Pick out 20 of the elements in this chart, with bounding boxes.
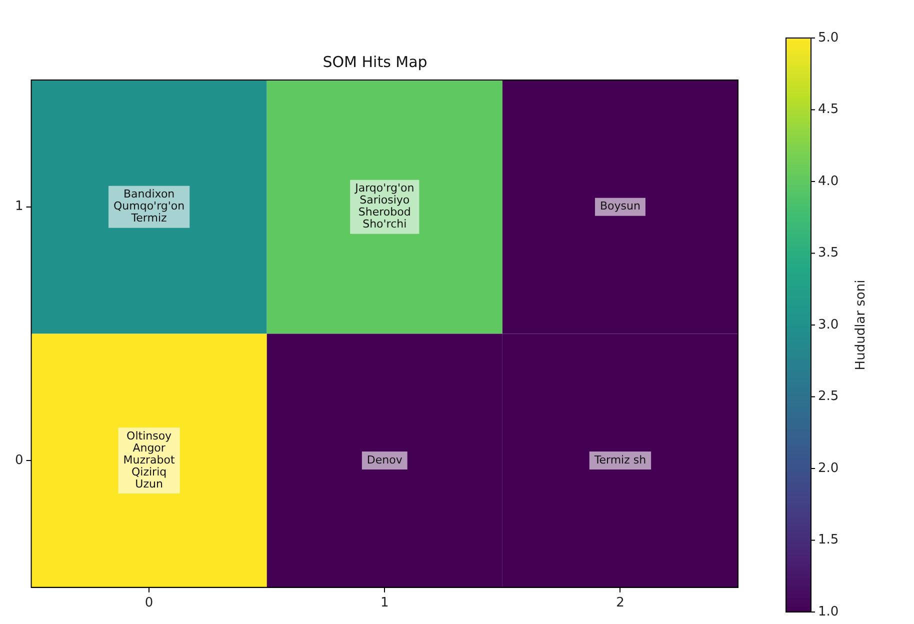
data-label: Jarqo'rg'on Sariosiyo Sherobod Sho'rchi [354,182,414,231]
x-tick-label: 0 [144,596,154,611]
data-label: Boysun [600,200,640,213]
data-label: Oltinsoy Angor Muzrabot Qiziriq Uzun [123,429,176,490]
color-bar-label: 1.0 [818,604,839,620]
color-bar-label: 5.0 [818,30,839,46]
x-tick-label: 1 [380,596,389,611]
data-label: Denov [366,453,403,466]
color-bar-label: 1.5 [818,532,839,548]
color-bar-label: 2.0 [818,460,839,476]
color-bar-label: 3.0 [818,317,839,332]
color-bar-title: Hududlar soni [853,280,868,370]
x-tick-label: 2 [616,596,624,611]
color-bar-label: 3.5 [818,246,839,261]
chart-title: SOM Hits Map [322,52,428,71]
color-bar-label: 4.0 [818,174,839,189]
color-bar-label: 4.5 [818,102,839,118]
data-label: Termiz sh [593,453,646,466]
color-bar-label: 2.5 [818,389,839,404]
data-label: Bandixon Qumqo'rg'on Termiz [113,188,185,225]
